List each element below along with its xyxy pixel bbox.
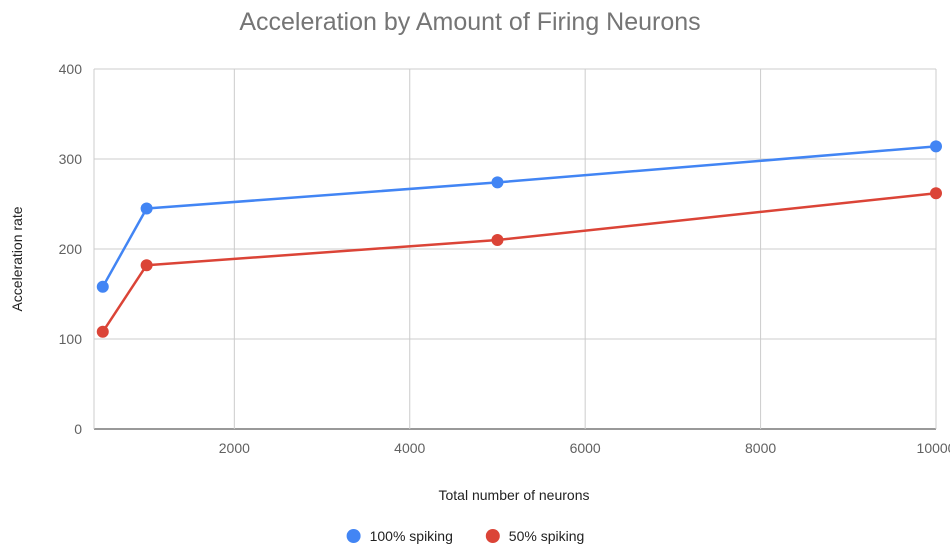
legend-label-1: 50% spiking	[509, 528, 585, 544]
data-point-series-1	[491, 234, 504, 246]
y-tick-label: 100	[59, 331, 83, 347]
y-tick-label: 0	[74, 421, 82, 437]
y-tick-label: 200	[59, 241, 83, 257]
data-point-series-0	[930, 140, 942, 153]
y-tick-label: 300	[59, 151, 83, 167]
data-point-series-0	[491, 176, 504, 189]
data-point-series-1	[96, 325, 109, 338]
x-tick-label: 8000	[745, 440, 776, 456]
series-layer	[96, 140, 942, 338]
x-tick-label: 4000	[394, 440, 425, 456]
legend: 100% spiking 50% spiking	[346, 528, 585, 544]
series-line-0	[101, 145, 937, 288]
x-tick-label: 6000	[570, 440, 601, 456]
legend-label-0: 100% spiking	[370, 528, 453, 544]
tick-labels: 0 100 200 300 400 2000 4000 6000 8000 10000	[59, 61, 950, 456]
x-tick-label: 10000	[917, 440, 950, 456]
series-line-1	[101, 191, 937, 333]
data-point-series-1	[930, 187, 942, 200]
x-axis-title: Total number of neurons	[439, 487, 590, 503]
gridlines	[93, 68, 937, 430]
legend-marker-1	[485, 529, 500, 543]
chart-title: Acceleration by Amount of Firing Neurons	[239, 8, 700, 36]
data-point-series-0	[96, 280, 109, 293]
legend-marker-0	[346, 529, 361, 543]
data-point-series-0	[140, 202, 153, 215]
data-point-series-1	[140, 259, 153, 272]
x-tick-label: 2000	[219, 440, 250, 456]
y-tick-label: 400	[59, 61, 83, 77]
y-axis-title: Acceleration rate	[9, 206, 25, 311]
